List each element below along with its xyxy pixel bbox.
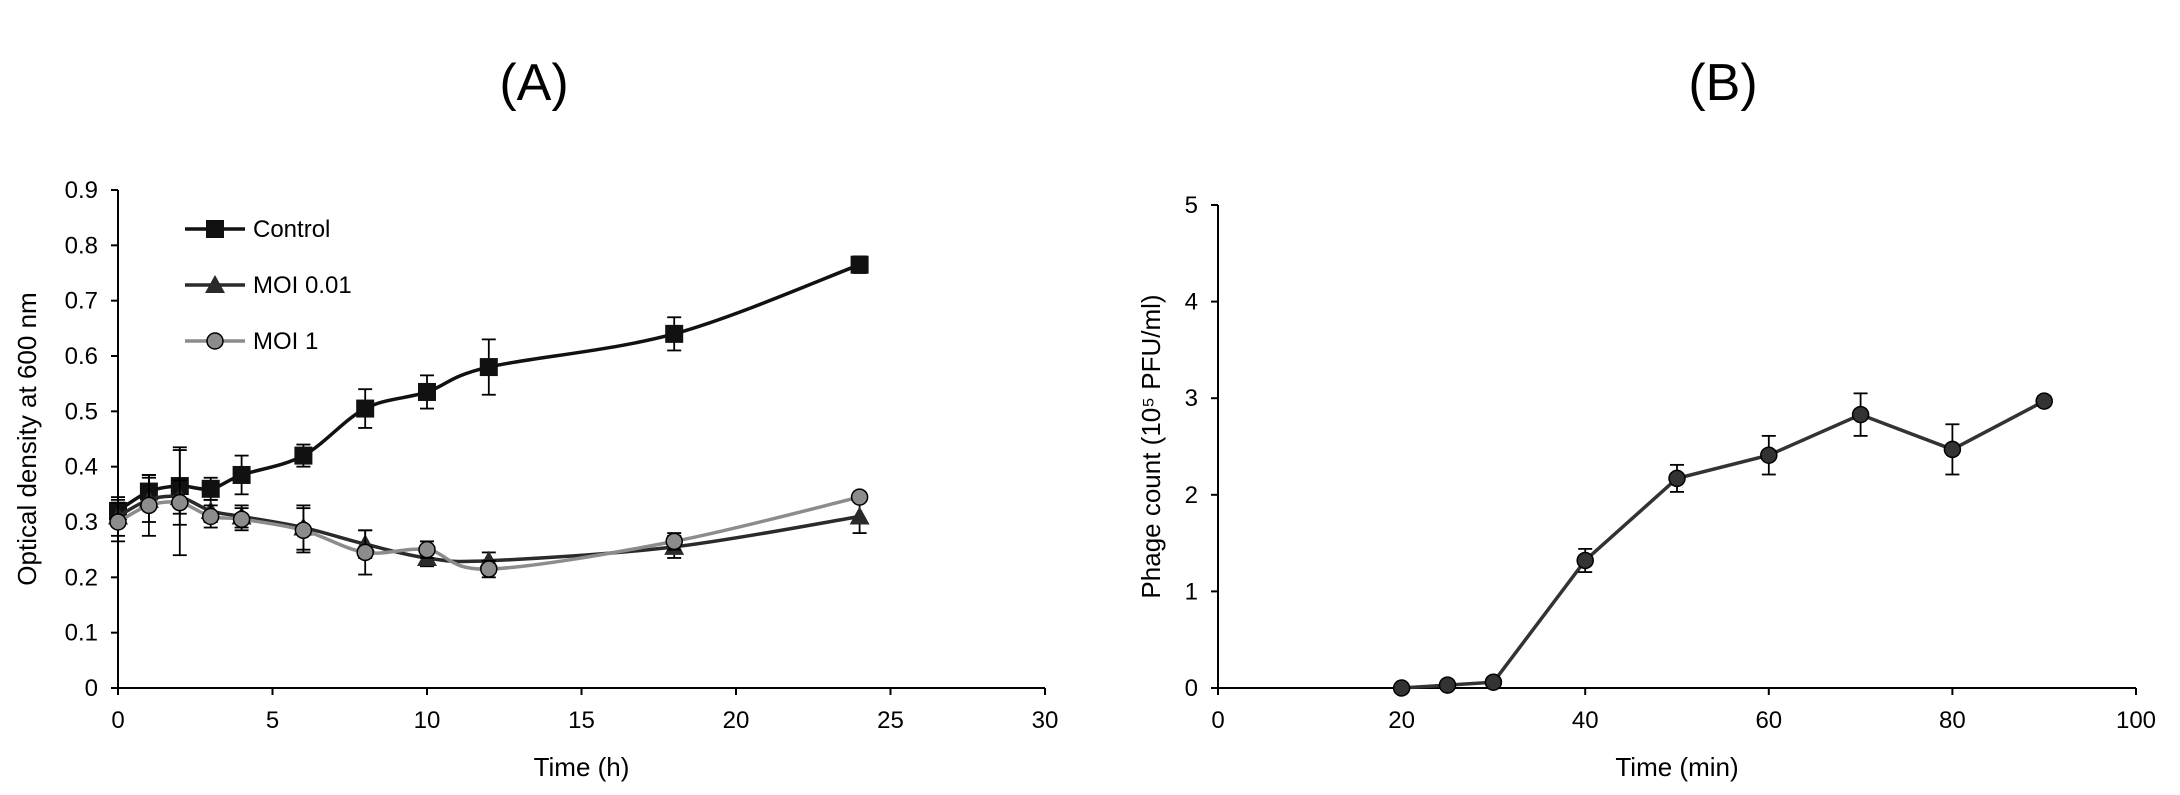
legend-label-2: MOI 1	[253, 328, 318, 355]
panel-a-y-tick-label: 0.5	[65, 398, 98, 425]
panel-a-series-2-point	[171, 493, 189, 512]
panel-a-series-2-point	[850, 488, 869, 506]
panel-b-series-0-point	[1668, 469, 1686, 488]
panel-a-y-tick-label: 0.6	[65, 343, 98, 370]
panel-a-x-tick-label: 15	[568, 707, 595, 734]
panel-a-series-0-point	[850, 255, 869, 274]
panel-b-y-tick-label: 2	[1185, 482, 1198, 509]
panel-b-y-tick-label: 3	[1185, 385, 1198, 412]
panel-b-x-tick-label: 20	[1388, 707, 1415, 734]
panel-a-y-tick-label: 0.4	[65, 454, 98, 481]
panel-a-y-tick-label: 0.7	[65, 288, 98, 315]
legend-marker-0	[206, 220, 224, 238]
legend-marker-1	[205, 275, 225, 293]
panel-a-series-2-point	[201, 507, 220, 526]
panel-b-y-tick-label: 5	[1185, 192, 1198, 219]
panel-a-y-axis-label: Optical density at 600 nm	[12, 292, 42, 585]
panel-a-series-0-point	[232, 465, 251, 484]
panel-b-series-0-point	[1943, 440, 1962, 459]
panel-a-x-tick-label: 20	[723, 707, 750, 734]
panel-b-x-tick-label: 0	[1211, 707, 1224, 734]
panel-b-y-tick-label: 0	[1185, 675, 1198, 702]
panel-b-x-tick-label: 80	[1939, 707, 1966, 734]
panel-b-series-0-point	[1851, 405, 1870, 424]
legend-label-0: Control	[253, 216, 330, 243]
panel-b-x-tick-label: 60	[1755, 707, 1782, 734]
panel-b-series-0-point	[1392, 679, 1411, 697]
panel-a-series-0-point	[418, 382, 436, 401]
panel-a-y-tick-label: 0.2	[65, 564, 98, 591]
panel-a-series-2-point	[294, 521, 313, 540]
panel-a-y-tick-label: 0.1	[65, 620, 98, 647]
panel-b-y-tick-label: 1	[1185, 578, 1198, 605]
panel-a-x-tick-label: 25	[877, 707, 904, 734]
panel-a-series-2-point	[109, 513, 127, 531]
panel-a-y-tick-label: 0	[85, 675, 98, 702]
panel-b-series-0-point	[1484, 673, 1503, 691]
panel-a-x-axis-label: Time (h)	[534, 752, 630, 782]
panel-a-series-2-point	[665, 532, 683, 551]
panel-a-series-2-point	[480, 560, 498, 578]
panel-a-series-0-point	[294, 446, 313, 465]
panel-a-label: (A)	[499, 54, 568, 112]
panel-a-series-0-point	[479, 358, 498, 377]
panel-a-x-tick-label: 0	[111, 707, 124, 734]
panel-b-series-0-point	[1576, 551, 1594, 570]
panel-a-series-2-point	[232, 510, 251, 528]
panel-b-y-axis-label: Phage count (10⁵ PFU/ml)	[1136, 294, 1166, 598]
panel-a-y-tick-label: 0.8	[65, 232, 98, 259]
panel-a-series-0-point	[356, 399, 375, 418]
panel-a-x-tick-label: 5	[266, 707, 279, 734]
panel-a-series-2-point	[140, 496, 158, 515]
panel-b-series-0-point	[2035, 392, 2053, 410]
panel-a-series-2-point	[418, 540, 436, 559]
panel-a-series-0-point	[665, 324, 684, 343]
legend-marker-2	[206, 332, 224, 350]
panel-a-series-2-point	[356, 543, 374, 562]
panel-b-x-tick-label: 100	[2116, 707, 2156, 734]
legend-label-1: MOI 0.01	[253, 272, 352, 299]
panel-b-label: (B)	[1688, 54, 1757, 112]
panel-b-series-0-point	[1438, 676, 1457, 694]
panel-b-x-tick-label: 40	[1572, 707, 1599, 734]
panel-a-series-1-point	[849, 506, 870, 525]
panel-b-y-tick-label: 4	[1185, 289, 1198, 316]
panel-b-x-axis-label: Time (min)	[1615, 752, 1738, 782]
panel-b-series-0-point	[1760, 446, 1778, 464]
panel-a-y-tick-label: 0.3	[65, 509, 98, 536]
panel-a-series-0-point	[201, 479, 220, 498]
panel-a-x-tick-label: 10	[414, 707, 441, 734]
panel-a-y-tick-label: 0.9	[65, 177, 98, 204]
panel-a-x-tick-label: 30	[1032, 707, 1059, 734]
